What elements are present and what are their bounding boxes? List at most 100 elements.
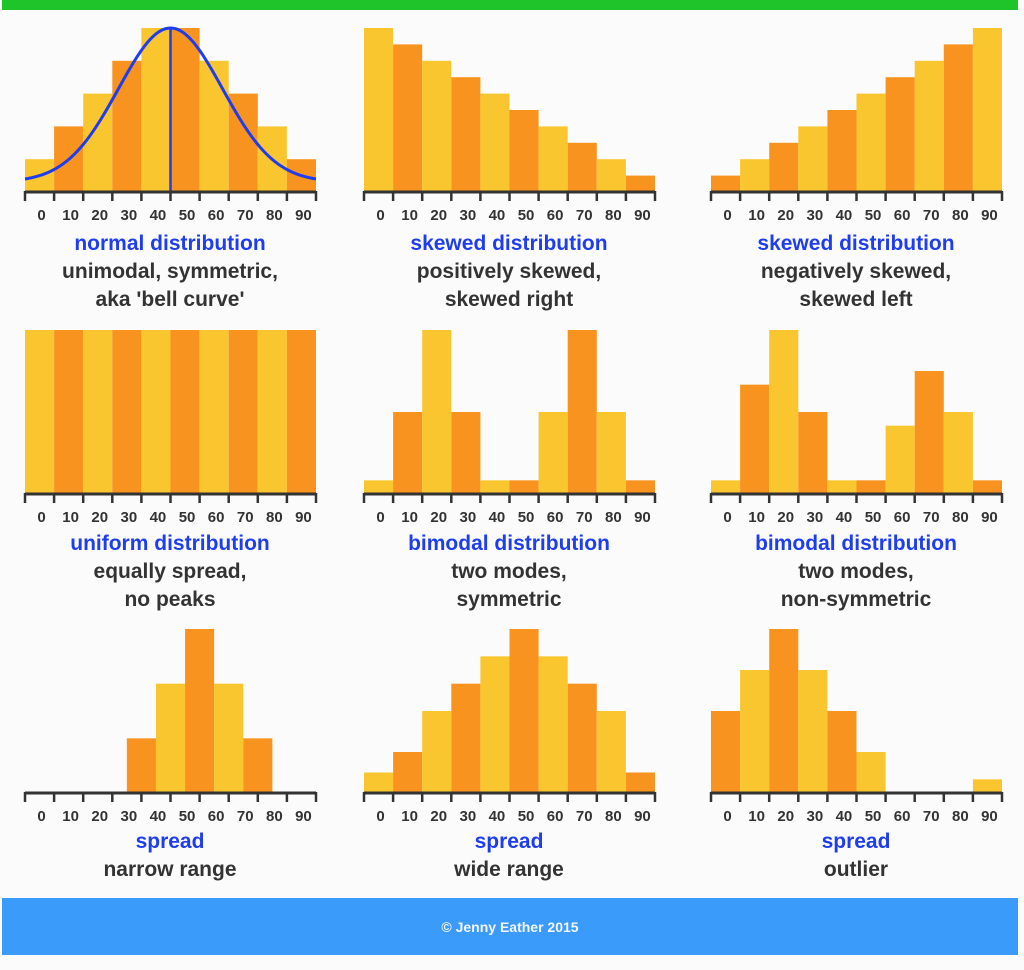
- x-tick-label: 60: [894, 509, 911, 526]
- bar-90: [625, 772, 655, 793]
- caption-bimodal-non-symmetric: bimodal distribution two modes, non-symm…: [691, 530, 1021, 614]
- x-tick-label: 70: [576, 509, 593, 526]
- bar-40: [141, 28, 171, 192]
- chart-title: spread: [821, 830, 891, 853]
- x-tick-label: 20: [91, 509, 108, 526]
- copyright-text: © Jenny Eather 2015: [441, 918, 579, 935]
- x-tick-label: 50: [518, 509, 535, 526]
- x-tick-label: 80: [952, 207, 969, 224]
- x-tick-label: 0: [37, 207, 45, 224]
- x-tick-label: 70: [576, 207, 593, 224]
- x-tick-label: 40: [836, 808, 853, 825]
- bar-50: [185, 629, 215, 793]
- x-tick-label: 30: [121, 207, 138, 224]
- x-tick-label: 90: [295, 509, 312, 526]
- bar-10: [740, 670, 770, 793]
- x-tick-label: 30: [807, 808, 824, 825]
- x-tick-label: 70: [923, 207, 940, 224]
- x-tick-label: 80: [605, 808, 622, 825]
- chart-title: normal distribution: [74, 232, 266, 255]
- bar-90: [972, 779, 1002, 793]
- chart-subtitle: unimodal, symmetric,: [62, 260, 278, 283]
- bar-0: [711, 480, 741, 494]
- bar-50: [170, 28, 200, 192]
- bar-40: [480, 93, 510, 192]
- bar-90: [972, 480, 1002, 494]
- bar-20: [769, 142, 799, 192]
- x-tick-label: 20: [91, 207, 108, 224]
- x-tick-label: 50: [179, 808, 196, 825]
- x-tick-label: 30: [460, 207, 477, 224]
- x-tick-label: 60: [894, 207, 911, 224]
- bar-30: [451, 77, 481, 192]
- x-tick-label: 0: [37, 509, 45, 526]
- chart-subtitle: two modes,: [798, 560, 914, 583]
- x-tick-label: 70: [237, 207, 254, 224]
- bar-70: [228, 330, 258, 494]
- chart-subtitle: negatively skewed,: [760, 260, 952, 283]
- bar-80: [596, 412, 626, 494]
- chart-title: skewed distribution: [757, 232, 955, 255]
- x-tick-label: 50: [865, 808, 882, 825]
- bar-20: [422, 60, 452, 192]
- bar-50: [509, 480, 539, 494]
- chart-subtitle: positively skewed,: [416, 260, 602, 283]
- x-tick-label: 10: [748, 808, 765, 825]
- bar-20: [769, 330, 799, 494]
- x-tick-label: 30: [807, 207, 824, 224]
- bar-0: [364, 480, 394, 494]
- caption-skewed-right: skewed distribution positively skewed, s…: [344, 230, 674, 314]
- x-tick-label: 10: [748, 509, 765, 526]
- caption-bimodal-symmetric: bimodal distribution two modes, symmetri…: [344, 530, 674, 614]
- x-tick-label: 50: [865, 207, 882, 224]
- chart-subtitle: skewed right: [444, 288, 574, 311]
- x-tick-label: 0: [376, 207, 384, 224]
- caption-spread-narrow: spread narrow range: [5, 828, 335, 884]
- x-tick-label: 50: [179, 509, 196, 526]
- x-tick-label: 80: [266, 509, 283, 526]
- x-tick-label: 10: [62, 808, 79, 825]
- bar-30: [451, 683, 481, 793]
- x-tick-label: 20: [430, 808, 447, 825]
- x-tick-label: 0: [376, 509, 384, 526]
- bar-10: [393, 44, 423, 193]
- x-tick-label: 20: [777, 509, 794, 526]
- x-tick-label: 90: [981, 509, 998, 526]
- bar-10: [54, 330, 84, 494]
- caption-normal: normal distribution unimodal, symmetric,…: [5, 230, 335, 314]
- chart-subtitle: non-symmetric: [780, 588, 932, 611]
- bar-0: [711, 711, 741, 793]
- bar-70: [567, 142, 597, 192]
- x-tick-label: 20: [91, 808, 108, 825]
- chart-spread-outlier: 0 10 20 30 40 50 60 70 80 90: [709, 629, 1004, 825]
- x-tick-label: 60: [547, 207, 564, 224]
- chart-skewed-right: 0 10 20 30 40 50 60 70 80 90: [362, 28, 657, 224]
- x-tick-label: 40: [489, 509, 506, 526]
- chart-subtitle: wide range: [454, 858, 564, 881]
- bar-60: [885, 425, 915, 494]
- chart-normal-distribution: 0 10 20 30 40 50 60 70 80 90: [23, 26, 318, 224]
- x-tick-label: 10: [62, 509, 79, 526]
- chart-spread-narrow: 0 10 20 30 40 50 60 70 80 90: [23, 629, 318, 825]
- x-tick-label: 40: [489, 808, 506, 825]
- x-tick-label: 60: [208, 509, 225, 526]
- bar-40: [827, 110, 857, 192]
- bar-60: [538, 656, 568, 793]
- bar-90: [972, 28, 1002, 192]
- x-tick-label: 0: [376, 808, 384, 825]
- chart-title: spread: [474, 830, 544, 853]
- x-tick-label: 80: [605, 509, 622, 526]
- bar-40: [480, 656, 510, 793]
- caption-spread-wide: spread wide range: [344, 828, 674, 884]
- x-tick-label: 90: [981, 808, 998, 825]
- x-tick-label: 20: [430, 207, 447, 224]
- bar-80: [943, 412, 973, 494]
- x-tick-label: 50: [179, 207, 196, 224]
- bar-40: [827, 711, 857, 793]
- chart-title: uniform distribution: [70, 532, 270, 555]
- chart-subtitle: symmetric: [456, 588, 562, 611]
- x-tick-label: 10: [62, 207, 79, 224]
- bar-60: [214, 683, 244, 793]
- x-tick-label: 80: [952, 808, 969, 825]
- x-tick-label: 40: [150, 509, 167, 526]
